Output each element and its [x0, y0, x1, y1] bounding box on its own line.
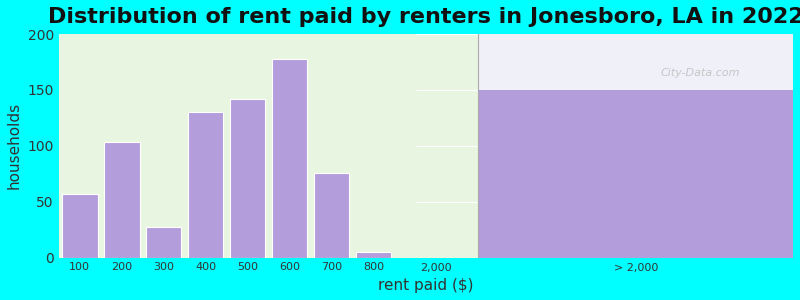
Bar: [188, 112, 223, 258]
Y-axis label: households: households: [7, 102, 22, 189]
X-axis label: rent paid ($): rent paid ($): [378, 278, 474, 293]
Bar: [314, 173, 350, 258]
Title: Distribution of rent paid by renters in Jonesboro, LA in 2022: Distribution of rent paid by renters in …: [48, 7, 800, 27]
Text: City-Data.com: City-Data.com: [661, 68, 740, 78]
Bar: [314, 173, 350, 258]
Bar: [478, 90, 793, 258]
Bar: [230, 99, 266, 258]
Bar: [58, 34, 415, 258]
Bar: [146, 227, 182, 258]
Bar: [188, 112, 223, 258]
Bar: [478, 90, 793, 258]
Bar: [272, 58, 307, 258]
Bar: [104, 142, 139, 258]
Bar: [356, 252, 391, 258]
Bar: [146, 227, 182, 258]
Bar: [356, 252, 391, 258]
Bar: [104, 142, 139, 258]
Bar: [62, 194, 98, 258]
Bar: [62, 194, 98, 258]
Bar: [272, 58, 307, 258]
Bar: [478, 34, 793, 258]
Bar: [230, 99, 266, 258]
